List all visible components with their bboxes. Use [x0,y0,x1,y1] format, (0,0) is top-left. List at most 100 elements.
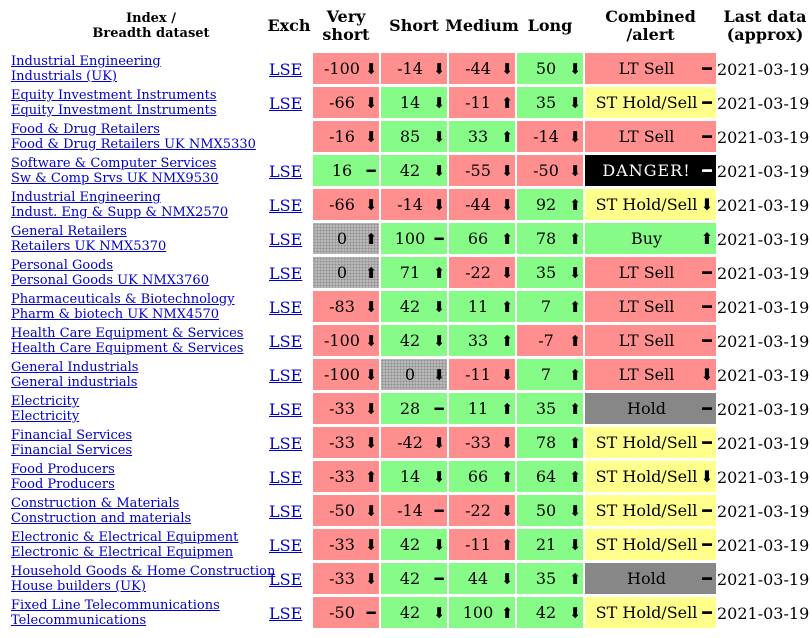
arrow-up-icon: ⬆ [500,229,514,248]
dataset-link[interactable]: Indust. Eng & Supp & NMX2570 [11,205,229,220]
arrow-up-icon: ⬆ [500,93,514,112]
arrow-down-icon: ⬇ [432,93,446,112]
index-name-cell: Software & Computer Services Sw & Comp Sr… [11,154,261,188]
combined-alert-cell: LT Sell ⬇ [585,359,716,390]
index-name-cell: Food Producers Food Producers [11,460,261,494]
dataset-link[interactable]: Food & Drug Retailers UK NMX5330 [11,137,256,152]
index-link[interactable]: Health Care Equipment & Services [11,326,244,341]
arrow-down-icon: ⬇ [500,263,514,282]
short-cell: 42 ━ [381,563,447,594]
table-row: Equity Investment Instruments Equity Inve… [0,86,812,120]
exch-link[interactable]: LSE [269,297,303,317]
short-value: 85 [399,127,421,146]
exch-link[interactable]: LSE [269,467,303,487]
very-short-cell: -50 ⬇ [313,495,379,526]
short-value: 42 [399,331,421,350]
exch-link[interactable]: LSE [269,93,303,113]
exch-link[interactable]: LSE [269,399,303,419]
index-link[interactable]: Construction & Materials [11,496,180,511]
exch-link[interactable]: LSE [269,59,303,79]
dataset-link[interactable]: Industrials (UK) [11,69,117,84]
index-link[interactable]: Industrial Engineering [11,54,161,69]
long-cell: 35 ⬇ [517,257,583,288]
very-short-value: 0 [336,263,348,282]
exch-link[interactable]: LSE [269,535,303,555]
combined-alert-label: LT Sell [618,59,675,78]
exch-link[interactable]: LSE [269,501,303,521]
index-link[interactable]: General Industrials [11,360,139,375]
dataset-link[interactable]: Health Care Equipment & Services [11,341,244,356]
exch-link[interactable]: LSE [269,331,303,351]
long-cell: 35 ⬆ [517,563,583,594]
arrow-down-icon: ⬇ [364,535,378,554]
exch-cell: LSE [269,358,302,392]
table-row: Pharmaceuticals & Biotechnology Pharm & b… [0,290,812,324]
exch-link[interactable]: LSE [269,433,303,453]
arrow-down-icon: ⬇ [700,467,714,486]
index-link[interactable]: Electronic & Electrical Equipment [11,530,239,545]
dataset-link[interactable]: House builders (UK) [11,579,146,594]
short-cell: 100 ━ [381,223,447,254]
short-cell: 0 ⬇ [381,359,447,390]
short-cell: 42 ⬇ [381,325,447,356]
index-link[interactable]: Pharmaceuticals & Biotechnology [11,292,235,307]
index-link[interactable]: Financial Services [11,428,133,443]
table-row: Food Producers Food Producers LSE -33 ⬆ 14 ⬇ 66… [0,460,812,494]
exch-link[interactable]: LSE [269,229,303,249]
dataset-link[interactable]: Electricity [11,409,80,424]
long-cell: -14 ⬇ [517,121,583,152]
exch-cell: LSE [269,426,302,460]
table-row: Software & Computer Services Sw & Comp Sr… [0,154,812,188]
index-link[interactable]: Personal Goods [11,258,114,273]
header-index-line2: Breadth dataset [92,26,210,41]
index-link[interactable]: Electricity [11,394,80,409]
medium-cell: -22 ⬇ [449,495,515,526]
arrow-dash-icon: ━ [702,501,712,520]
exch-link[interactable]: LSE [269,161,303,181]
last-data-date: 2021-03-19 [717,127,810,147]
dataset-link[interactable]: Pharm & biotech UK NMX4570 [11,307,220,322]
exch-link[interactable]: LSE [269,569,303,589]
long-cell: 35 ⬆ [517,393,583,424]
index-link[interactable]: Household Goods & Home Construction [11,564,276,579]
very-short-cell: -33 ⬇ [313,427,379,458]
very-short-cell: -50 ━ [313,597,379,628]
exch-link[interactable]: LSE [269,195,303,215]
dataset-link[interactable]: Equity Investment Instruments [11,103,217,118]
very-short-cell: -100 ⬇ [313,325,379,356]
arrow-up-icon: ⬆ [364,467,378,486]
dataset-link[interactable]: General industrials [11,375,138,390]
index-link[interactable]: Food Producers [11,462,115,477]
dataset-link[interactable]: Food Producers [11,477,115,492]
index-link[interactable]: Fixed Line Telecommunications [11,598,220,613]
dataset-link[interactable]: Retailers UK NMX5370 [11,239,167,254]
arrow-dash-icon: ━ [702,297,712,316]
long-value: 35 [535,263,557,282]
index-link[interactable]: Food & Drug Retailers [11,122,160,137]
very-short-cell: -33 ⬇ [313,393,379,424]
index-link[interactable]: Software & Computer Services [11,156,217,171]
long-cell: -7 ⬆ [517,325,583,356]
dataset-link[interactable]: Personal Goods UK NMX3760 [11,273,209,288]
dataset-link[interactable]: Financial Services [11,443,133,458]
exch-cell: LSE [269,256,302,290]
combined-alert-cell: LT Sell ━ [585,53,716,84]
index-link[interactable]: General Retailers [11,224,127,239]
header-combined: Combined /alert [605,7,696,44]
long-cell: 42 ⬇ [517,597,583,628]
long-value: 92 [535,195,557,214]
exch-link[interactable]: LSE [269,263,303,283]
dataset-link[interactable]: Sw & Comp Srvs UK NMX9530 [11,171,219,186]
index-link[interactable]: Equity Investment Instruments [11,88,217,103]
dataset-link[interactable]: Electronic & Electrical Equipmen [11,545,234,560]
arrow-dash-icon: ━ [702,433,712,452]
long-value: 21 [535,535,557,554]
index-link[interactable]: Industrial Engineering [11,190,161,205]
exch-link[interactable]: LSE [269,365,303,385]
dataset-link[interactable]: Construction and materials [11,511,192,526]
dataset-link[interactable]: Telecommunications [11,613,147,628]
medium-cell: 66 ⬆ [449,223,515,254]
combined-alert-label: LT Sell [618,263,675,282]
exch-link[interactable]: LSE [269,603,303,623]
medium-cell: -44 ⬇ [449,189,515,220]
